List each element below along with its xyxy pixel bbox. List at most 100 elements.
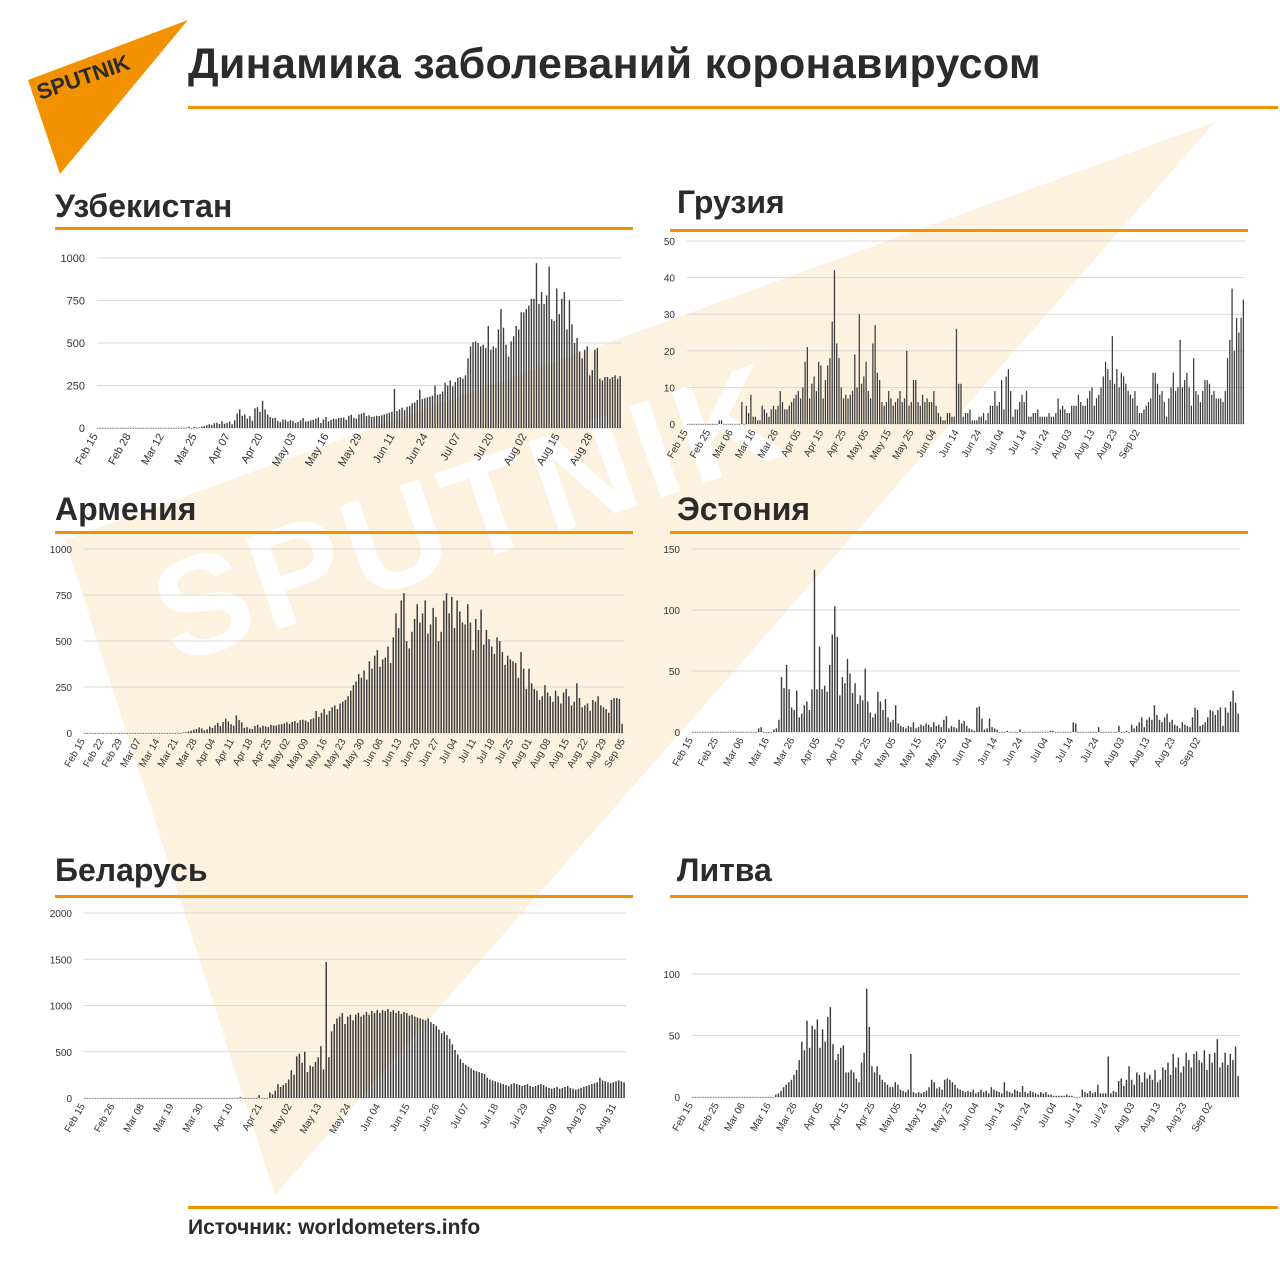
bar [775,409,777,424]
bar [1060,1095,1063,1097]
bar [488,639,490,733]
bar [1152,372,1154,424]
bar [1133,728,1135,732]
bar [118,733,121,734]
bar [105,733,107,734]
bar [1237,1076,1239,1097]
bar [834,1060,837,1097]
bar [790,707,793,732]
bar [618,698,621,733]
bar [760,727,762,732]
y-tick-label: 750 [67,296,85,308]
bar [854,354,856,424]
bar [747,732,750,733]
bar [930,727,932,732]
bar [854,683,856,732]
bar [907,1089,909,1097]
x-tick-label: Jun 24 [960,428,985,460]
footer-rule [188,1206,1278,1209]
bar [370,416,373,428]
bar [493,653,496,733]
bar [490,349,492,428]
bar [996,729,998,732]
bar [819,1047,821,1097]
bar [1204,722,1206,732]
bar [1209,710,1211,732]
bar [396,411,398,428]
chart-rule-armenia [55,531,633,534]
bar [330,1031,333,1098]
bar [845,394,847,424]
bar [518,1085,521,1098]
bar [956,1088,959,1097]
bar [879,1074,881,1097]
bar [894,402,897,424]
bar [933,722,935,732]
bar [815,391,818,424]
bar [775,1094,777,1097]
bar [694,1097,697,1098]
y-tick-label: 0 [674,728,680,739]
x-tick-label: May 16 [303,432,331,469]
bar [134,1098,137,1099]
bar [928,1087,930,1097]
bar [1198,1060,1200,1097]
x-tick-label: Sep 02 [1190,1101,1216,1134]
bar [558,314,560,428]
bar [1221,1062,1224,1097]
bar [365,416,368,428]
bar [175,1098,177,1099]
bar [967,413,969,424]
bar [84,733,86,734]
bar [1176,725,1178,732]
bar [793,710,795,732]
bar [411,403,413,428]
bar [518,329,520,428]
y-tick-label: 500 [67,338,85,350]
bar [198,427,200,428]
bar [502,1084,505,1099]
bar [1057,732,1059,733]
bar [264,726,267,733]
bar [993,1089,995,1097]
bar [393,388,396,428]
bar [429,624,432,733]
bar [139,733,142,734]
x-tick-label: Apr 15 [824,736,848,767]
bar [405,641,408,733]
bar [917,727,920,732]
bar [1174,391,1177,424]
bar [936,1088,938,1097]
bar [902,1090,904,1097]
bar [1014,409,1016,424]
bar [958,719,960,732]
source-credit: Источник: worldometers.info [188,1216,481,1239]
bar [890,398,892,424]
bar [451,1044,454,1098]
bar [456,1054,459,1098]
bar [829,358,831,424]
bar [180,1098,183,1099]
bar [278,724,280,733]
y-tick-label: 50 [669,667,681,678]
bar [160,428,162,429]
bar [419,1018,421,1098]
bar [831,634,833,732]
bar [759,1097,761,1098]
bar [990,1087,993,1097]
bar [783,688,785,732]
bar [1143,409,1145,424]
bar [861,700,864,732]
bar [886,1084,889,1097]
bar [873,1072,876,1097]
bar [609,378,611,428]
bar [202,1098,204,1099]
bar [320,712,323,733]
bar [1110,732,1113,733]
bar [954,1084,956,1097]
bar [761,405,763,424]
bar [1130,724,1133,732]
bar [1130,1079,1133,1097]
bar [1193,1053,1195,1097]
